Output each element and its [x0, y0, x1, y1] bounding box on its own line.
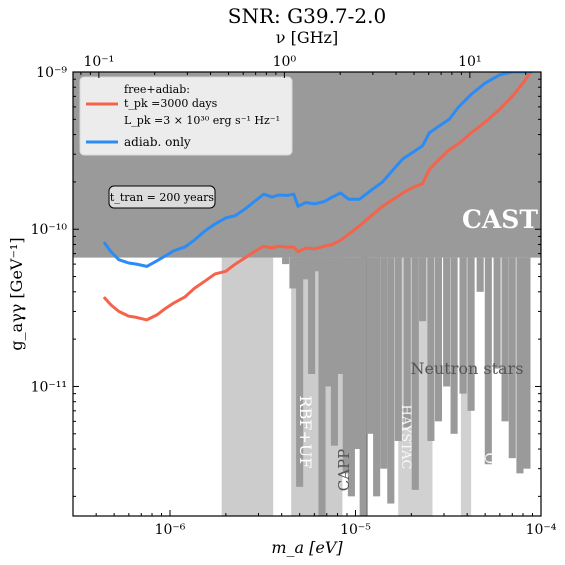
ns-spike-26: [459, 257, 467, 394]
ns-spike-3: [302, 257, 310, 280]
label-quax: QUAX: [481, 453, 497, 496]
x-axis-label: m_a [eV]: [271, 538, 343, 557]
band-admx: [221, 257, 274, 516]
ns-spike-31: [501, 257, 509, 422]
ns-spike-29: [484, 257, 492, 465]
label-cast: CAST: [462, 205, 538, 234]
ns-spike-24: [443, 257, 451, 387]
series-line-free-adiab: [102, 72, 532, 322]
ns-spike-22: [427, 257, 435, 441]
ns-spike-2: [296, 257, 304, 487]
y-tick-label: 10⁻¹¹: [31, 379, 67, 395]
legend-box: [79, 76, 293, 156]
top-tick-label: 10¹: [458, 54, 481, 70]
ns-spike-13: [359, 257, 367, 516]
top-axis-label: ν [GHz]: [276, 28, 338, 47]
chart-title: SNR: G39.7-2.0: [228, 4, 386, 28]
label-admx: ADMX: [198, 428, 217, 482]
legend: free+adiab: t_pk =3000 days L_pk =3 × 10…: [79, 76, 293, 156]
ns-spike-25: [450, 257, 458, 434]
ns-spike-34: [523, 257, 531, 469]
ns-spike-18: [394, 257, 402, 441]
ns-spike-8: [330, 257, 338, 446]
y-tick-label: 10⁻¹⁰: [31, 222, 68, 238]
curves: [102, 72, 533, 322]
ns-spike-6: [318, 257, 326, 516]
series-line-adiab-only: [102, 72, 533, 268]
legend-label-free-adiab-line2: t_pk =3000 days: [124, 97, 218, 110]
ns-spike-28: [476, 257, 484, 292]
ns-spike-0: [282, 257, 290, 265]
ns-spike-17: [387, 257, 395, 504]
ns-spike-12: [353, 257, 361, 450]
ns-spike-33: [516, 257, 524, 474]
ns-spike-30: [493, 257, 501, 369]
neutron-star-region: [282, 257, 531, 516]
ns-spike-14: [366, 257, 374, 434]
ns-spike-21: [419, 257, 427, 322]
ns-spike-20: [411, 257, 419, 490]
ns-spike-7: [324, 257, 332, 387]
ns-spike-4: [308, 257, 316, 375]
label-haystac: HAYSTAC: [398, 405, 413, 470]
label-capp: CAPP: [335, 449, 353, 492]
x-tick-label: 10⁻⁴: [526, 522, 557, 538]
ns-spike-9: [336, 257, 345, 375]
axes: 10⁻⁶ 10⁻⁵ 10⁻⁴ 10⁻¹¹ 10⁻¹⁰ 10⁻⁹ 10⁻¹ 10⁰ 10¹: [31, 54, 557, 538]
ns-spike-5: [313, 257, 321, 272]
y-tick-label: 10⁻⁹: [36, 65, 67, 81]
top-tick-label: 10⁻¹: [83, 54, 114, 70]
ns-spike-16: [380, 257, 388, 469]
legend-label-free-adiab-line1: free+adiab:: [124, 83, 190, 96]
legend-label-free-adiab-line3: L_pk =3 × 10³⁰ erg s⁻¹ Hz⁻¹: [124, 114, 280, 127]
label-rbf-uf: RBF+UF: [296, 396, 315, 469]
ns-spike-19: [403, 257, 411, 428]
ns-spike-11: [347, 257, 355, 497]
ns-spike-10: [342, 257, 350, 474]
x-tick-label: 10⁻⁶: [155, 522, 186, 538]
ns-spike-1: [289, 257, 297, 289]
y-axis-label: g_aγγ [GeV⁻¹]: [7, 237, 26, 350]
ns-spike-27: [467, 257, 475, 411]
legend-label-adiab-only: adiab. only: [124, 135, 191, 149]
annotation-text: t_tran = 200 years: [110, 191, 214, 204]
ns-spike-23: [434, 257, 442, 422]
plot-frame: [72, 71, 542, 517]
top-tick-label: 10⁰: [273, 54, 297, 70]
annotation-frame: [108, 185, 216, 209]
label-neutron-stars: Neutron stars: [411, 359, 524, 378]
annotation-box: t_tran = 200 years: [108, 185, 216, 209]
ns-spike-15: [373, 257, 381, 497]
ns-spike-32: [508, 257, 516, 459]
x-tick-label: 10⁻⁵: [340, 522, 371, 538]
